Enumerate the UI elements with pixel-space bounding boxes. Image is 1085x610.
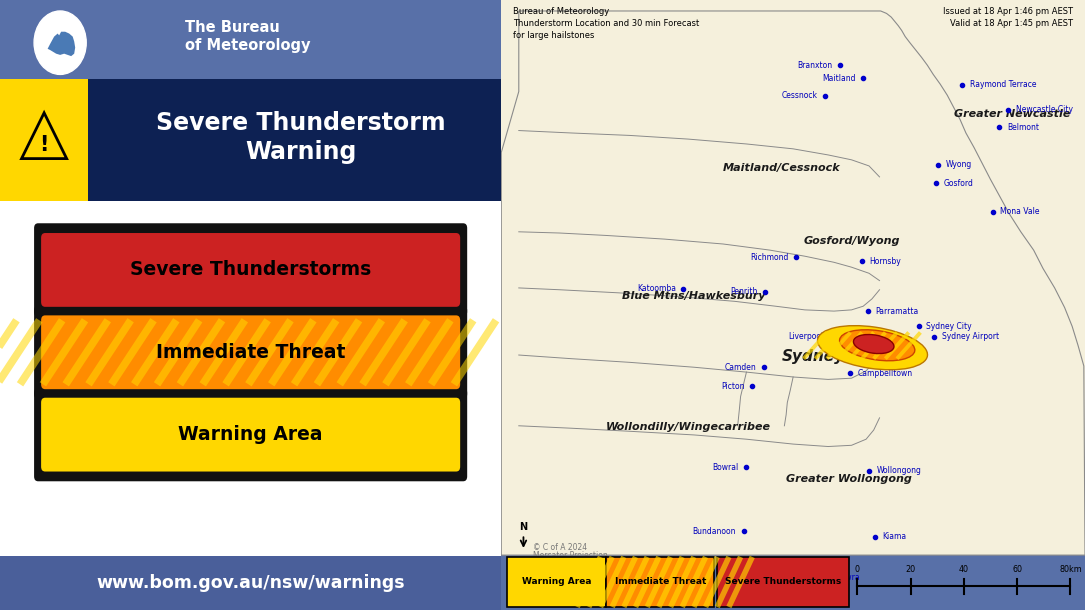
FancyBboxPatch shape [41,233,460,307]
Text: Liverpool: Liverpool [788,332,824,341]
Polygon shape [501,11,1085,555]
Text: Immediate Threat: Immediate Threat [614,578,706,586]
Text: Warning Area: Warning Area [178,425,323,444]
Text: Sutherland: Sutherland [868,346,910,355]
Text: Maitland: Maitland [822,74,856,82]
Text: Branxton: Branxton [797,61,832,70]
Text: www.bom.gov.au/nsw/warnings: www.bom.gov.au/nsw/warnings [97,574,405,592]
Text: Belmont: Belmont [1007,123,1038,132]
Text: Raymond Terrace: Raymond Terrace [970,81,1036,89]
Text: Maitland/Cessnock: Maitland/Cessnock [723,163,840,173]
Text: Picton: Picton [722,382,744,390]
Text: © C of A 2024: © C of A 2024 [534,543,587,552]
Text: 40: 40 [959,565,969,574]
Polygon shape [22,113,66,159]
Text: Bundanoon: Bundanoon [692,527,736,536]
Ellipse shape [817,326,928,370]
Text: Sydney: Sydney [782,350,845,364]
FancyBboxPatch shape [41,398,460,472]
Text: Wyong: Wyong [945,160,972,169]
Text: N: N [520,522,527,532]
Text: Gosford: Gosford [944,179,973,187]
Text: Severe Thunderstorm
Warning: Severe Thunderstorm Warning [156,111,446,163]
Text: Penrith: Penrith [730,287,757,296]
Text: 60: 60 [1012,565,1022,574]
FancyBboxPatch shape [34,306,468,399]
FancyBboxPatch shape [501,0,1085,555]
Ellipse shape [854,334,894,354]
FancyBboxPatch shape [0,79,88,201]
FancyBboxPatch shape [607,557,714,607]
Text: Greater Wollongong: Greater Wollongong [786,474,911,484]
FancyBboxPatch shape [717,557,848,607]
Text: Wollongong: Wollongong [877,467,921,475]
FancyBboxPatch shape [41,315,460,389]
Text: Warning Area: Warning Area [522,578,591,586]
Text: Nowra: Nowra [835,573,860,582]
Text: Blue Mtns/Hawkesbury: Blue Mtns/Hawkesbury [622,291,766,301]
FancyBboxPatch shape [507,557,607,607]
FancyBboxPatch shape [0,201,501,556]
Text: !: ! [39,135,49,154]
Text: Cessnock: Cessnock [781,92,818,100]
Text: 20: 20 [906,565,916,574]
Text: Parramatta: Parramatta [876,307,919,315]
Text: Severe Thunderstorms: Severe Thunderstorms [725,578,841,586]
Ellipse shape [840,330,915,361]
Text: Richmond: Richmond [750,253,789,262]
Text: Camden: Camden [725,363,756,371]
Text: Greater Newcastle: Greater Newcastle [954,109,1070,119]
Circle shape [34,11,86,74]
Text: Kiama: Kiama [882,533,907,541]
Text: 80km: 80km [1059,565,1082,574]
Text: Bowral: Bowral [713,463,739,472]
Text: Wollondilly/Wingecarribee: Wollondilly/Wingecarribee [605,422,770,432]
Text: Mona Vale: Mona Vale [1000,207,1039,216]
FancyBboxPatch shape [0,556,501,610]
Text: The Bureau
of Meteorology: The Bureau of Meteorology [186,20,311,54]
Text: Severe Thunderstorms: Severe Thunderstorms [130,260,371,279]
Text: Issued at 18 Apr 1:46 pm AEST
Valid at 18 Apr 1:45 pm AEST: Issued at 18 Apr 1:46 pm AEST Valid at 1… [943,7,1073,28]
Text: Campbelltown: Campbelltown [858,369,914,378]
Text: Immediate Threat: Immediate Threat [156,343,345,362]
FancyBboxPatch shape [34,388,468,481]
Polygon shape [48,32,75,56]
Text: Gosford/Wyong: Gosford/Wyong [803,236,899,246]
FancyBboxPatch shape [34,223,468,317]
Text: Sydney Airport: Sydney Airport [942,332,999,341]
Text: Newcastle City: Newcastle City [1016,106,1073,114]
Text: Hornsby: Hornsby [869,257,902,265]
FancyBboxPatch shape [0,79,501,201]
Text: Mercator Projection: Mercator Projection [534,551,608,561]
Text: Bureau of Meteorology
Thunderstorm Location and 30 min Forecast
for large hailst: Bureau of Meteorology Thunderstorm Locat… [513,7,699,40]
Text: 0: 0 [855,565,859,574]
Text: Sydney City: Sydney City [927,322,972,331]
Text: Katoomba: Katoomba [637,284,676,293]
